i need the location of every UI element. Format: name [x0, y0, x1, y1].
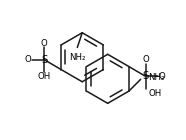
Text: O: O [142, 55, 149, 64]
Text: S: S [41, 55, 47, 65]
Text: O: O [159, 72, 166, 81]
Text: O: O [24, 55, 31, 64]
Text: NH₂: NH₂ [69, 53, 86, 62]
Text: NH₂: NH₂ [149, 73, 165, 82]
Text: OH: OH [38, 72, 51, 81]
Text: S: S [142, 71, 149, 81]
Text: O: O [41, 38, 48, 48]
Text: OH: OH [149, 88, 162, 98]
